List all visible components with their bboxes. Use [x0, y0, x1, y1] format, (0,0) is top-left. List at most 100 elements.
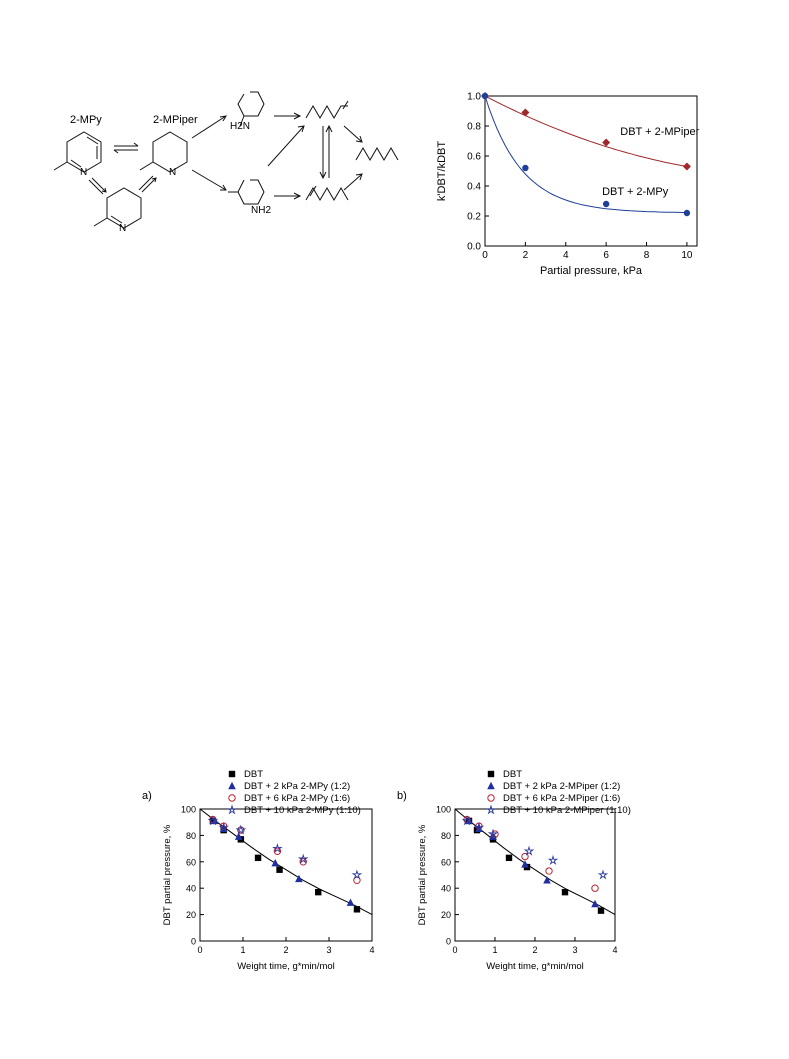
legend-entry: DBT	[503, 769, 522, 780]
data-point	[271, 858, 280, 867]
data-point	[351, 869, 363, 880]
x-tick-label: 4	[563, 250, 569, 261]
y-tick-label: 20	[186, 910, 196, 920]
label-pyridine-n: N	[80, 167, 87, 178]
data-point	[547, 854, 559, 865]
y-tick-label: 0.2	[467, 212, 481, 223]
data-point	[521, 108, 530, 117]
label-tetrahydro-n: N	[119, 223, 126, 234]
data-point	[297, 853, 309, 864]
x-axis-label: Weight time, g*min/mol	[486, 961, 584, 972]
reaction-scheme: 2-MPy 2-MPiper N N N H2N NH2	[53, 91, 399, 234]
data-point	[591, 884, 599, 892]
data-point	[254, 854, 262, 862]
y-tick-label: 80	[441, 831, 451, 841]
y-tick-label: 0	[446, 937, 451, 947]
y-tick-label: 0.8	[467, 122, 481, 133]
x-tick-label: 4	[369, 945, 374, 955]
k-ratio-chart: 0 2 4 6 8 10 0.0 0.2 0.4 0.6 0.8 1.0 Partial pressur…	[436, 92, 700, 278]
data-point	[353, 876, 361, 884]
fit-curve	[199, 808, 373, 916]
data-point	[561, 888, 569, 896]
data-point	[234, 832, 243, 840]
data-point	[521, 860, 529, 868]
label-nh2: NH2	[251, 205, 271, 216]
data-point	[353, 906, 361, 913]
data-point	[207, 815, 219, 826]
y-tick-label: 100	[181, 805, 196, 815]
data-point	[523, 845, 535, 856]
alkane-structure	[355, 147, 399, 161]
data-point	[682, 162, 691, 171]
x-tick-label: 2	[283, 945, 288, 955]
tetrahydropyridine-structure	[93, 187, 142, 229]
data-point	[346, 898, 355, 906]
y-tick-label: 20	[441, 910, 451, 920]
legend-entry: DBT + 6 kPa 2-MPiper (1:6)	[503, 793, 620, 804]
y-tick-label: 0.0	[467, 242, 481, 253]
series-label-mpy: DBT + 2-MPy	[602, 186, 669, 198]
data-point	[543, 876, 551, 884]
legend-marker	[228, 770, 236, 778]
y-tick-label: 100	[436, 805, 451, 815]
data-point	[597, 907, 605, 914]
legend-marker	[228, 781, 236, 790]
x-tick-label: 2	[532, 945, 537, 955]
y-tick-label: 40	[186, 884, 196, 894]
data-point	[273, 847, 282, 855]
data-point	[276, 866, 283, 873]
label-2-mpiper: 2-MPiper	[153, 114, 198, 126]
data-point	[602, 138, 611, 147]
x-tick-label: 4	[612, 945, 617, 955]
x-tick-label: 8	[644, 250, 650, 261]
panel-label: b)	[397, 790, 407, 802]
legend-marker	[228, 794, 236, 802]
y-tick-label: 60	[441, 857, 451, 867]
x-tick-label: 6	[603, 250, 609, 261]
x-tick-label: 2	[523, 250, 529, 261]
data-point	[545, 867, 553, 875]
x-axis-label: Weight time, g*min/mol	[237, 961, 335, 972]
data-point	[272, 842, 283, 854]
x-tick-label: 3	[572, 945, 577, 955]
label-piperidine-n: N	[169, 167, 176, 178]
series-curve	[484, 95, 687, 213]
data-point	[315, 888, 322, 896]
data-point	[597, 869, 609, 880]
data-point	[487, 828, 499, 839]
lower-amine-structure	[228, 179, 265, 205]
x-tick-label: 1	[492, 945, 497, 955]
x-tick-label: 0	[452, 945, 457, 955]
legend-entry: DBT + 10 kPa 2-MPiper (1:10)	[503, 805, 631, 816]
data-point	[521, 852, 529, 861]
label-h2n: H2N	[230, 121, 250, 132]
y-axis-label: k'DBT/kDBT	[436, 141, 448, 201]
legend-entry: DBT + 2 kPa 2-MPy (1:2)	[244, 781, 350, 792]
data-point	[473, 821, 485, 832]
data-point	[295, 874, 303, 883]
data-point	[602, 200, 610, 208]
y-tick-label: 60	[186, 857, 196, 867]
y-tick-label: 80	[186, 831, 196, 841]
legend-marker	[226, 804, 238, 815]
equilibrium-arrows	[88, 142, 157, 195]
data-point	[235, 824, 247, 835]
x-axis-label: Partial pressure, kPa	[540, 265, 643, 277]
series-curve	[484, 95, 687, 167]
legend-marker	[487, 770, 495, 778]
legend-entry: DBT + 10 kPa 2-MPy (1:10)	[244, 805, 361, 816]
label-2-mpy: 2-MPy	[70, 114, 102, 126]
x-tick-label: 1	[240, 945, 245, 955]
x-tick-label: 10	[681, 250, 693, 261]
data-point	[481, 92, 489, 100]
y-tick-label: 0.6	[467, 152, 481, 163]
y-tick-label: 1.0	[467, 92, 481, 103]
y-tick-label: 0	[191, 937, 196, 947]
y-axis-label: DBT partial pressure, %	[162, 824, 173, 925]
x-tick-label: 3	[326, 945, 331, 955]
panel-label: a)	[142, 790, 152, 802]
data-point	[461, 815, 473, 826]
data-point	[522, 164, 529, 172]
